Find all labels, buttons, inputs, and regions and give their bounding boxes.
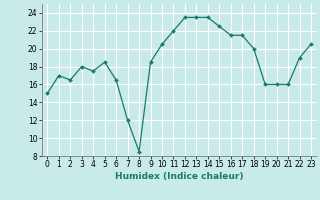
X-axis label: Humidex (Indice chaleur): Humidex (Indice chaleur) bbox=[115, 172, 244, 181]
